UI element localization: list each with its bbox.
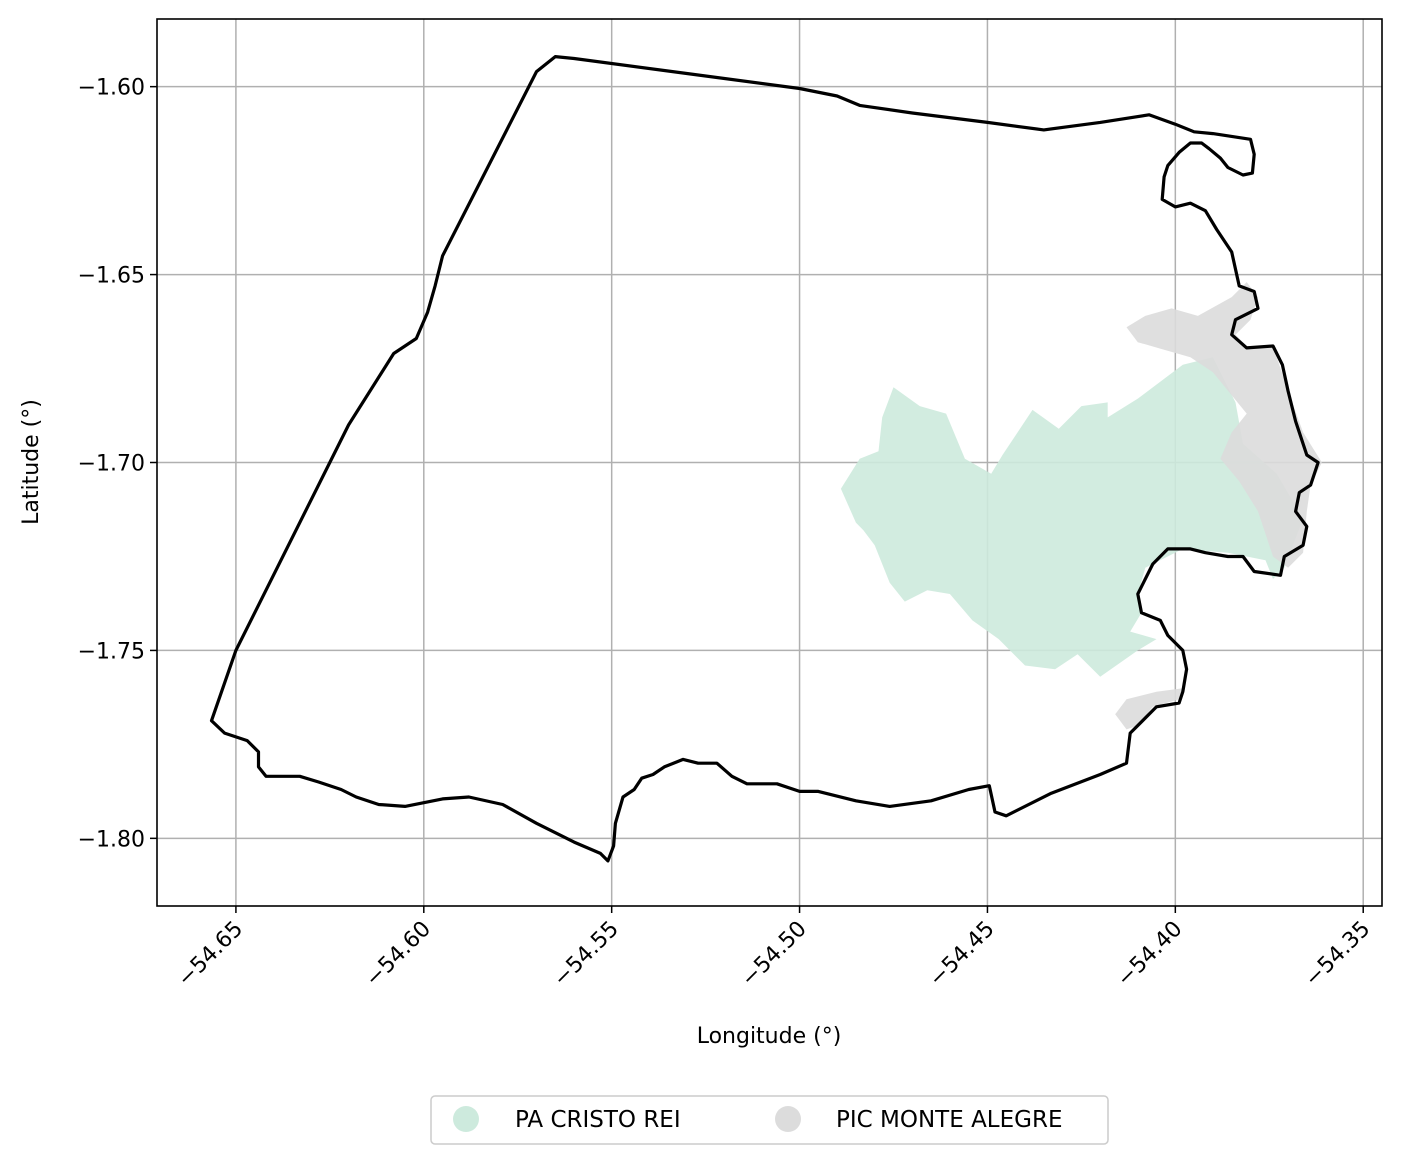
area-polygons <box>840 282 1322 730</box>
polygon-pic-monte-alegre <box>1126 282 1322 568</box>
x-axis-title: Longitude (°) <box>697 1024 842 1049</box>
legend: PA CRISTO REI PIC MONTE ALEGRE <box>430 1095 1109 1145</box>
x-tick-label: −54.60 <box>361 917 436 992</box>
x-tick-label: −54.35 <box>1300 917 1375 992</box>
boundary-outline <box>209 55 1320 863</box>
legend-frame <box>430 1095 1109 1145</box>
y-tick-label: −1.75 <box>78 639 145 664</box>
y-tick-label: −1.60 <box>78 76 145 101</box>
y-tick-label: −1.80 <box>78 827 145 852</box>
x-tick-label: −54.40 <box>1112 917 1187 992</box>
x-tick-label: −54.55 <box>549 917 624 992</box>
legend-swatch-pic-monte-alegre <box>775 1106 801 1132</box>
y-tick-label: −1.70 <box>78 452 145 477</box>
x-tick-label: −54.50 <box>737 917 812 992</box>
x-tick-label: −54.45 <box>924 917 999 992</box>
x-tick-label: −54.65 <box>173 917 248 992</box>
x-axis-ticks: −54.65 −54.60 −54.55 −54.50 −54.45 −54.40 −54.… <box>173 906 1375 992</box>
legend-label-pa-cristo-rei: PA CRISTO REI <box>515 1107 681 1133</box>
y-axis-title: Latitude (°) <box>19 399 44 525</box>
y-axis-ticks: −1.60 −1.65 −1.70 −1.75 −1.80 <box>78 76 157 852</box>
legend-swatch-pa-cristo-rei <box>453 1106 479 1132</box>
legend-label-pic-monte-alegre: PIC MONTE ALEGRE <box>836 1107 1063 1133</box>
municipality-boundary <box>209 55 1320 863</box>
y-tick-label: −1.65 <box>78 264 145 289</box>
polygon-pic-monte-alegre <box>1115 688 1185 730</box>
polygon-pa-cristo-rei <box>840 357 1304 677</box>
